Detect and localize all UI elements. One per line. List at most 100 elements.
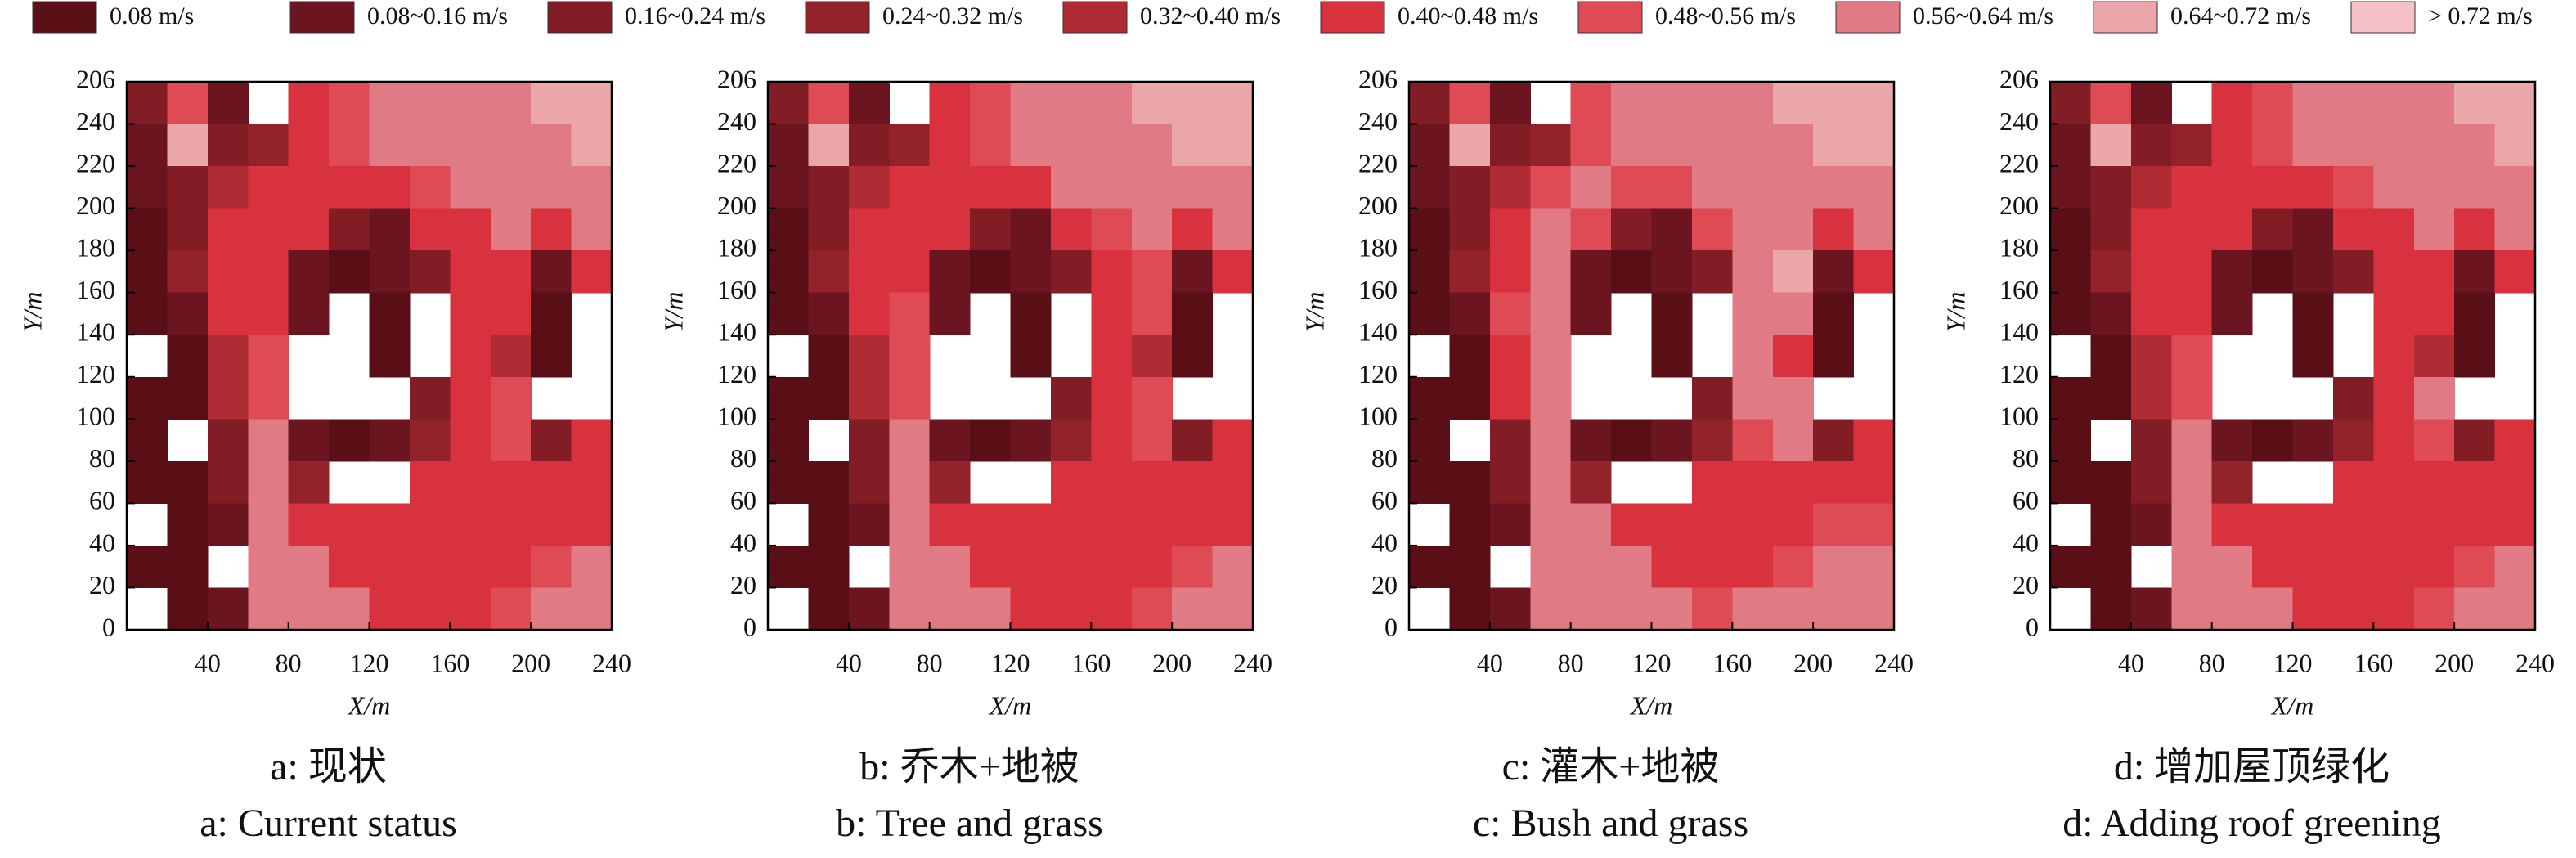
heat-cell: [2454, 82, 2496, 125]
heat-cell: [450, 124, 491, 167]
y-tick-label: 206: [1358, 64, 1398, 93]
heat-cell: [490, 587, 532, 631]
heat-cell: [1010, 124, 1052, 167]
heat-cell: [2454, 124, 2496, 167]
heat-cell: [1530, 166, 1572, 209]
heat-cell: [2373, 208, 2415, 251]
y-tick-label: 160: [1999, 275, 2039, 304]
heat-cell: [1010, 208, 1052, 251]
heat-cell: [1010, 250, 1052, 294]
heat-cell: [2050, 460, 2092, 504]
heat-cell: [531, 460, 572, 504]
heat-cell: [248, 460, 289, 504]
heat-cell: [1732, 82, 1774, 125]
legend-swatch: [547, 1, 613, 34]
heat-cell: [571, 124, 613, 167]
heat-cell: [1813, 82, 1855, 125]
heat-cell: [970, 545, 1012, 589]
y-tick-label: 20: [730, 570, 756, 600]
heat-cell: [1091, 335, 1133, 378]
heat-cell: [1409, 292, 1451, 335]
heat-cell: [1212, 419, 1254, 462]
heat-cell: [1212, 460, 1254, 504]
heat-cell: [450, 250, 491, 294]
heat-cell: [2413, 419, 2455, 462]
heat-cell: [1570, 545, 1612, 589]
heat-cell: [1091, 82, 1133, 125]
heat-cell: [2332, 250, 2374, 294]
heat-cell: [248, 545, 289, 589]
heat-cell: [490, 292, 532, 335]
heat-cell: [288, 208, 330, 251]
heat-cell: [848, 82, 890, 125]
x-tick-label: 200: [1793, 648, 1833, 677]
heat-cell: [808, 376, 850, 420]
heat-cell: [1091, 376, 1133, 420]
legend-label: 0.56~0.64 m/s: [1913, 2, 2053, 29]
heat-cell: [1530, 419, 1572, 462]
y-tick-label: 206: [76, 64, 115, 93]
heat-cell: [1691, 82, 1733, 125]
heat-cell: [490, 166, 532, 209]
heat-cell: [848, 335, 890, 378]
heat-cell: [2373, 376, 2415, 420]
heat-cell: [889, 460, 931, 504]
heat-cell: [889, 503, 931, 546]
heat-cell: [1813, 292, 1855, 335]
heat-cell: [1530, 587, 1572, 631]
x-axis-label: X/m: [347, 690, 391, 720]
heat-cell: [450, 376, 491, 420]
heat-cell: [1813, 166, 1855, 209]
heat-cell: [127, 292, 168, 335]
legend-label: 0.24~0.32 m/s: [882, 2, 1023, 29]
heat-cell: [1212, 166, 1254, 209]
heat-cell: [1050, 545, 1092, 589]
heat-cell: [531, 250, 572, 294]
heat-cell: [167, 166, 209, 209]
heat-cell: [329, 124, 370, 167]
heat-cell: [1131, 545, 1173, 589]
heat-cell: [2050, 545, 2092, 589]
heat-cell: [848, 376, 890, 420]
y-tick-label: 20: [2013, 570, 2039, 600]
heat-cell: [1651, 545, 1693, 589]
panel: 40 80 120 160 200 240 0 20 40 60 80 100 120 140 160 180…: [17, 64, 631, 845]
heat-cell: [2413, 166, 2455, 209]
heat-cell: [1772, 250, 1814, 294]
heat-cell: [2373, 460, 2415, 504]
heat-cell: [329, 545, 370, 589]
heat-cell: [1091, 250, 1133, 294]
heat-cell: [1409, 545, 1451, 589]
heat-cell: [848, 250, 890, 294]
panel-title: b: 乔木+地被: [859, 745, 1079, 788]
heat-cell: [1131, 292, 1173, 335]
y-tick-label: 100: [717, 402, 756, 431]
y-tick-label: 180: [1999, 232, 2039, 262]
heat-cell: [808, 208, 850, 251]
x-tick-label: 160: [430, 648, 469, 677]
heat-cell: [2292, 419, 2334, 462]
heat-cell: [1131, 82, 1173, 125]
heat-cell: [369, 82, 411, 125]
heat-cell: [1853, 208, 1895, 251]
heat-cell: [2211, 503, 2253, 546]
heat-cell: [1489, 419, 1531, 462]
heat-cell: [808, 292, 850, 335]
heat-cell: [1091, 587, 1133, 631]
heat-cell: [2252, 545, 2294, 589]
y-tick-label: 40: [730, 528, 756, 557]
heat-cell: [369, 587, 411, 631]
heat-cell: [808, 335, 850, 378]
heat-cell: [1449, 460, 1491, 504]
heat-cell: [1530, 376, 1572, 420]
heat-cell: [2130, 208, 2172, 251]
heat-cell: [1091, 503, 1133, 546]
heat-cell: [1530, 335, 1572, 378]
y-tick-label: 60: [89, 486, 115, 515]
heat-cell: [2090, 292, 2132, 335]
heat-cell: [889, 124, 931, 167]
heat-cell: [1530, 124, 1572, 167]
heat-cell: [2332, 503, 2374, 546]
heat-cell: [1449, 335, 1491, 378]
heat-cell: [127, 419, 168, 462]
